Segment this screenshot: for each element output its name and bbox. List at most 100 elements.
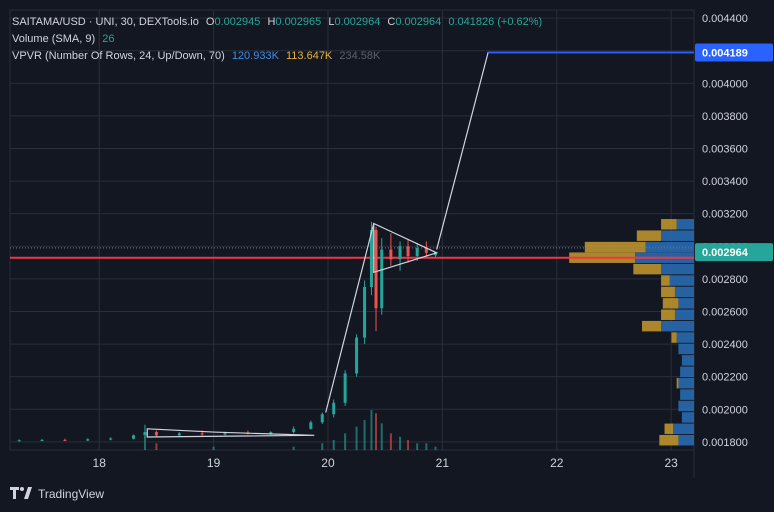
x-tick-label: 22 (550, 456, 564, 470)
y-tick-label: 0.003600 (702, 144, 748, 156)
candle-body (369, 230, 373, 288)
tradingview-logo-icon (10, 486, 32, 502)
vpvr-up-bar (674, 286, 694, 298)
trend-line-drawing[interactable] (325, 223, 375, 413)
y-tick-label: 0.004400 (702, 13, 748, 25)
x-tick-label: 23 (664, 456, 678, 470)
vpvr-up-bar (676, 332, 694, 343)
candle-body (343, 373, 347, 403)
volume-bar (370, 410, 373, 450)
vpvr-down-bar (661, 286, 675, 298)
candle-body (200, 433, 204, 435)
tradingview-branding[interactable]: TradingView (10, 485, 104, 503)
legend-vpvr-label: VPVR (Number Of Rows, 24, Up/Down, 70) (12, 50, 225, 62)
volume-bar (416, 443, 419, 450)
vpvr-up-bar (673, 423, 694, 435)
y-tick-label: 0.001800 (702, 437, 748, 449)
volume-bar (321, 443, 324, 450)
x-tick-label: 19 (207, 456, 221, 470)
legend-vpvr-row[interactable]: VPVR (Number Of Rows, 24, Up/Down, 70) 1… (12, 48, 542, 65)
volume-bar (389, 433, 392, 450)
vpvr-down-bar (661, 309, 675, 320)
legend-high-value: 0.002965 (275, 16, 322, 28)
candle-body (17, 440, 21, 442)
y-tick-label: 0.002200 (702, 372, 748, 384)
volume-bar (155, 443, 158, 450)
y-tick-label: 0.002000 (702, 404, 748, 416)
y-tick-label: 0.002800 (702, 274, 748, 286)
vpvr-up-bar (678, 343, 694, 355)
vpvr-up-bar (678, 377, 694, 389)
vpvr-down-bar (676, 377, 679, 389)
vpvr-down-bar (633, 263, 662, 275)
volume-bar (425, 443, 428, 450)
candle-body (223, 432, 227, 435)
vpvr-down-bar (659, 434, 679, 446)
tradingview-brand-text: TradingView (38, 487, 105, 501)
vpvr-down-bar (642, 320, 662, 332)
candle-body (177, 433, 181, 436)
y-tick-label: 0.003200 (702, 209, 748, 221)
vpvr-up-bar (661, 320, 694, 332)
vpvr-up-bar (676, 219, 694, 230)
vpvr-down-bar (661, 275, 670, 286)
volume-bar (212, 446, 215, 450)
legend-low-value: 0.002964 (334, 16, 381, 28)
legend-vpvr-total: 234.58K (339, 50, 381, 62)
candle-body (389, 249, 393, 260)
price-badge-label: 0.002964 (702, 247, 749, 259)
vpvr-up-bar (680, 389, 694, 400)
legend-vpvr-up: 120.933K (231, 50, 279, 62)
candle-body (320, 414, 324, 423)
x-tick-label: 18 (93, 456, 107, 470)
legend-low-label: L (328, 16, 335, 28)
volume-bar (143, 436, 146, 450)
candle-body (424, 247, 428, 253)
candle-body (143, 432, 147, 436)
vpvr-down-bar (584, 241, 646, 253)
vpvr-down-bar (662, 298, 679, 309)
plot-area[interactable] (9, 9, 695, 451)
price-badge-label: 0.004189 (702, 48, 748, 60)
legend-price-row: SAITAMA/USD · UNI, 30, DEXTools.io O 0.00… (12, 14, 542, 31)
candle-body (86, 439, 90, 441)
legend-volume-value: 26 (102, 33, 115, 45)
triangle-drawing[interactable] (373, 222, 439, 274)
y-tick-label: 0.004000 (702, 78, 748, 90)
legend-volume-row[interactable]: Volume (SMA, 9) 26 (12, 31, 542, 48)
price-badge[interactable] (695, 243, 773, 262)
volume-bar (434, 446, 437, 450)
volume-bar (399, 436, 402, 450)
candle-body (380, 249, 384, 309)
candle-body (63, 439, 67, 441)
legend-symbol[interactable]: SAITAMA/USD · UNI, 30, DEXTools.io (12, 16, 199, 28)
y-tick-label: 0.003800 (702, 111, 748, 123)
vpvr-up-bar (661, 263, 694, 275)
legend-vpvr-down: 113.647K (285, 50, 333, 62)
volume-bar (355, 426, 358, 450)
triangle-drawing[interactable] (146, 428, 315, 438)
y-tick-label: 0.002600 (702, 306, 748, 318)
legend-volume-label: Volume (SMA, 9) (12, 33, 96, 45)
legend-open-label: O (205, 16, 215, 28)
vpvr-up-bar (681, 355, 694, 366)
vpvr-up-bar (678, 434, 694, 446)
candle-body (292, 428, 296, 433)
volume-bar (407, 440, 410, 450)
candle-body (269, 432, 273, 434)
x-tick-label: 21 (436, 456, 450, 470)
volume-bar (292, 446, 295, 450)
volume-bar (363, 420, 366, 450)
vpvr-up-bar (661, 230, 694, 241)
candle-body (40, 439, 44, 441)
candle-body (309, 422, 313, 429)
volume-bar (375, 413, 378, 450)
price-badge[interactable] (695, 43, 773, 62)
volume-bar (344, 433, 347, 450)
volume-bar (380, 423, 383, 450)
vpvr-up-bar (669, 275, 694, 286)
vpvr-up-bar (681, 412, 694, 423)
vpvr-up-bar (678, 400, 694, 412)
